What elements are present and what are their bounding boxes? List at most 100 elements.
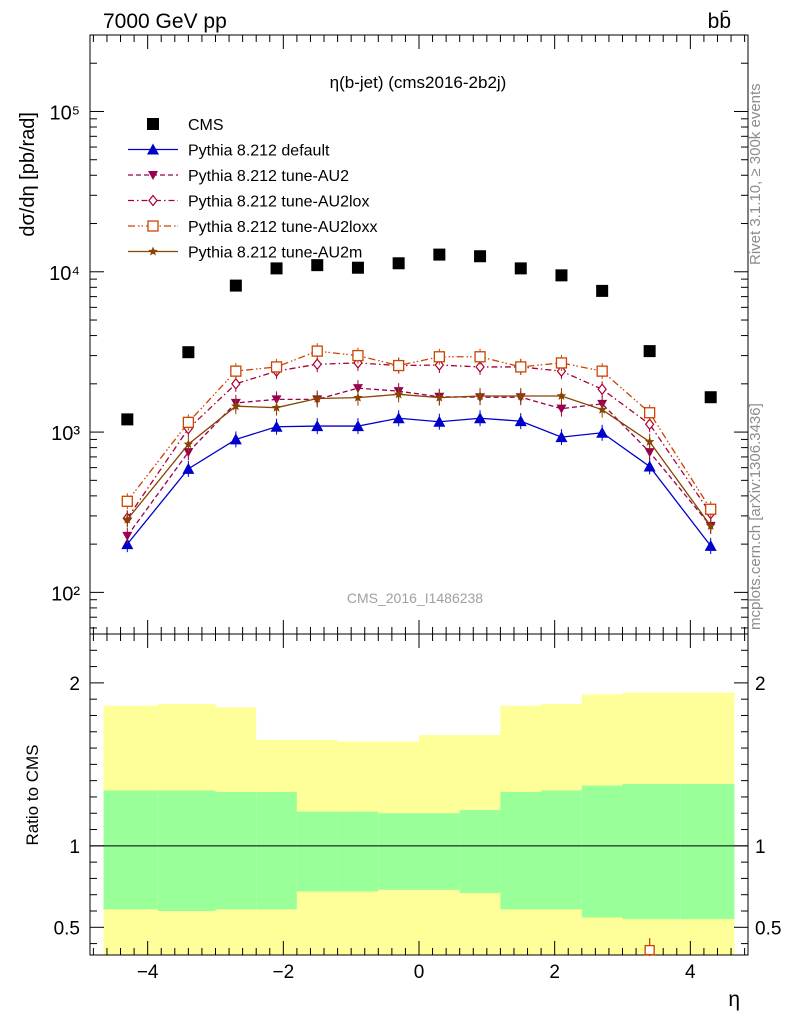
data-point xyxy=(597,383,607,396)
x-tick-label: 2 xyxy=(549,962,560,983)
data-point xyxy=(229,433,242,445)
legend-marker xyxy=(147,220,159,232)
data-point xyxy=(351,261,364,274)
series-line xyxy=(126,393,712,527)
legend-marker xyxy=(147,143,159,155)
ratio-uncertainty-bands xyxy=(103,692,735,955)
ratio-band-inner xyxy=(103,790,158,910)
data-point xyxy=(644,436,655,446)
data-point xyxy=(270,420,283,432)
y-tick-label: 10² xyxy=(51,583,80,605)
data-point xyxy=(182,346,195,359)
data-point xyxy=(515,390,526,401)
data-point xyxy=(230,365,242,377)
legend: CMS Pythia 8.212 default Pythia 8.212 tune… xyxy=(128,117,377,262)
x-tick-label: −4 xyxy=(137,962,159,983)
series-line xyxy=(126,417,712,547)
data-point xyxy=(311,259,324,272)
ratio-band-inner xyxy=(215,792,257,910)
data-point xyxy=(555,269,568,282)
legend-marker xyxy=(148,246,158,256)
data-point xyxy=(434,359,445,371)
data-point xyxy=(514,262,527,275)
ratio-band-inner xyxy=(680,783,735,920)
data-point xyxy=(474,250,487,263)
data-point xyxy=(231,377,241,390)
legend-label: Pythia 8.212 tune-AU2m xyxy=(188,245,362,262)
ratio-band-inner xyxy=(419,813,460,890)
chart-title: η(b-jet) (cms2016-2b2j) xyxy=(330,73,507,92)
data-point xyxy=(393,389,404,399)
ratio-tick-label-right: 1 xyxy=(755,837,766,858)
data-point xyxy=(596,426,609,438)
data-point xyxy=(433,415,446,427)
data-point xyxy=(643,407,656,419)
source-label: mcplots.cern.ch [arXiv:1306.3436] xyxy=(747,403,764,630)
ratio-plot-frame: −4 −2 0 2 4 0.5 0.5 1 1 2 2 xyxy=(54,633,781,983)
data-point xyxy=(644,418,655,431)
ratio-axes-box xyxy=(89,633,749,956)
data-point xyxy=(121,495,133,507)
data-point xyxy=(434,392,445,402)
data-point xyxy=(392,412,405,424)
legend-label: Pythia 8.212 tune-AU2lox xyxy=(188,194,369,211)
ratio-tick-label-right: 2 xyxy=(755,674,766,695)
x-tick-label: 0 xyxy=(414,962,425,983)
series-4 xyxy=(121,343,717,518)
data-point xyxy=(474,351,486,363)
legend-marker xyxy=(148,194,158,207)
data-point xyxy=(271,402,282,412)
ratio-tick-label: 2 xyxy=(69,674,80,695)
series-line xyxy=(126,350,712,510)
data-point xyxy=(351,420,364,432)
ratio-point xyxy=(644,944,655,956)
data-point xyxy=(311,420,324,432)
y-tick-label: 10⁴ xyxy=(49,263,80,285)
data-point xyxy=(555,357,568,369)
series-0 xyxy=(121,248,717,426)
data-point xyxy=(705,520,716,530)
data-point xyxy=(597,404,607,414)
data-point xyxy=(704,391,717,404)
ratio-y-axis-label: Ratio to CMS xyxy=(23,744,42,845)
ratio-band-inner xyxy=(378,813,419,890)
data-point xyxy=(270,361,283,373)
series-line xyxy=(126,387,712,537)
ratio-tick-label-right: 0.5 xyxy=(755,918,781,939)
rivet-label: Rivet 3.1.10, ≥ 300k events xyxy=(747,83,764,265)
data-point xyxy=(311,345,323,357)
legend-marker xyxy=(148,171,158,180)
data-point xyxy=(475,390,485,401)
data-point xyxy=(121,413,134,426)
ratio-band-inner xyxy=(541,790,582,910)
x-axis-label: η xyxy=(728,988,740,1011)
data-point xyxy=(433,351,446,363)
data-point xyxy=(182,462,195,474)
y-axis-label: dσ/dη [pb/rad] xyxy=(17,112,39,237)
ratio-band-inner xyxy=(296,811,338,892)
data-point xyxy=(644,448,655,458)
ratio-band-inner xyxy=(157,790,216,912)
ratio-band-inner xyxy=(337,811,379,892)
legend-label: CMS xyxy=(188,117,224,134)
header-right: bb̄ xyxy=(708,10,731,33)
legend-marker xyxy=(147,118,159,130)
data-point xyxy=(270,262,283,275)
data-point xyxy=(515,361,527,373)
series-line xyxy=(126,362,712,519)
data-point xyxy=(392,359,405,372)
legend-label: Pythia 8.212 default xyxy=(188,143,330,160)
data-point xyxy=(474,412,487,424)
ratio-tick-label: 0.5 xyxy=(54,918,80,939)
data-point xyxy=(122,514,133,524)
data-point xyxy=(182,416,195,429)
data-point xyxy=(433,248,446,261)
watermark: CMS_2016_I1486238 xyxy=(347,590,483,606)
x-tick-label: −2 xyxy=(272,962,294,983)
series-1 xyxy=(121,410,717,554)
data-point xyxy=(312,393,323,403)
data-point xyxy=(643,345,656,358)
data-point xyxy=(556,404,567,414)
ratio-band-inner xyxy=(581,785,623,918)
